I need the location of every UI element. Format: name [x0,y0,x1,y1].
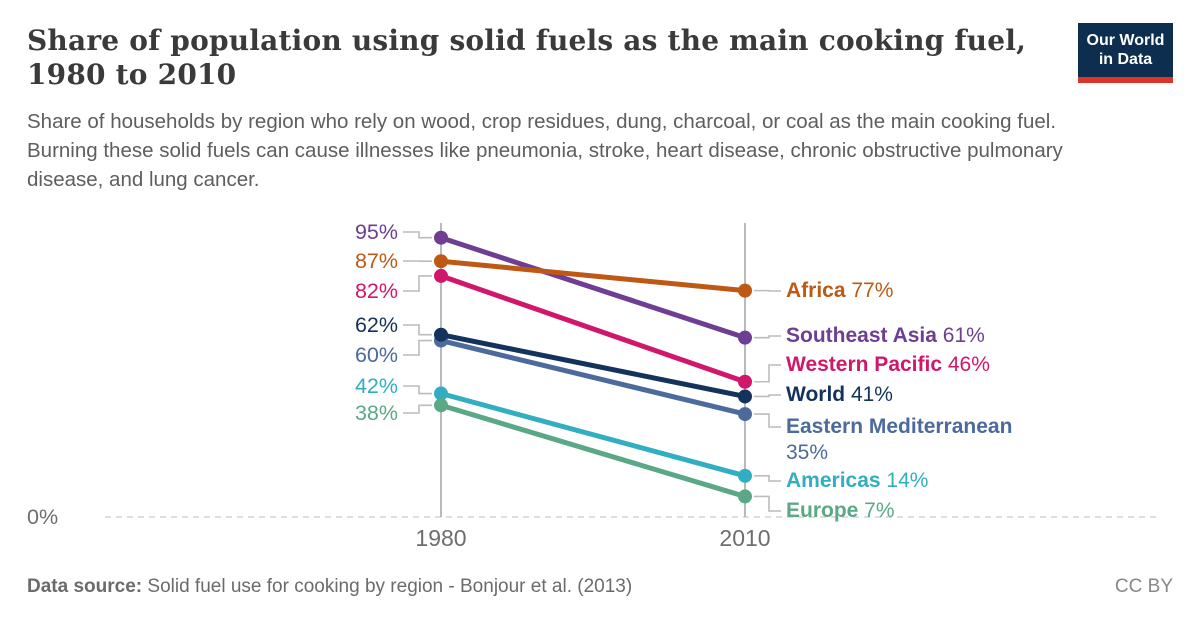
connector-end-western-pacific [754,364,781,383]
data-source-label: Data source: [27,576,143,597]
x-tick-1980: 1980 [415,525,467,551]
slope-chart: 87% Africa 77% 95% Southeast Asia 61% 82% Wes… [0,195,1200,570]
point-1980-europe [434,398,448,413]
chart-footer: Data source: Solid fuel use for cooking … [27,576,1173,598]
series-end-value-africa: 77% [845,279,894,302]
chart-subtitle: Share of households by region who rely o… [27,110,1063,191]
end-series-label-western-pacific: Western Pacific 46% [786,352,990,378]
start-value-label-americas: 42% [354,374,398,398]
connector-start-eastern-mediterranean [403,339,432,356]
series-name-southeast-asia: Southeast Asia [786,324,937,347]
slope-line-americas [438,391,748,479]
series-name-europe: Europe [786,499,859,522]
point-2010-europe [738,489,752,504]
series-end-value-eastern-mediterranean: 35% [786,441,829,464]
point-2010-africa [738,283,752,298]
slope-line-western-pacific [438,273,748,385]
page-title: Share of population using solid fuels as… [27,24,1027,91]
start-value-label-world: 62% [354,313,398,337]
start-value-label-eastern-mediterranean: 60% [354,343,398,367]
end-series-label-americas: Americas 14% [786,468,928,494]
series-end-value-americas: 14% [880,469,929,492]
slope-chart-canvas [105,223,1158,518]
connector-start-europe [403,404,432,414]
point-1980-southeast-asia [434,230,448,245]
series-name-eastern-mediterranean: Eastern Mediterranean [786,415,1013,438]
point-2010-world [738,389,752,404]
series-end-value-europe: 7% [858,499,895,522]
data-source-text: Solid fuel use for cooking by region - B… [147,576,633,597]
end-series-label-world: World 41% [786,382,893,408]
y-axis-zero-label: 0% [27,505,59,529]
slope-line-eastern-mediterranean [438,338,748,417]
owid-logo: Our World in Data [1078,23,1173,83]
connector-end-europe [754,495,781,512]
series-name-world: World [786,383,846,406]
end-series-label-eastern-mediterranean: Eastern Mediterranean 35% [786,414,1041,466]
series-name-africa: Africa [786,279,846,302]
point-1980-western-pacific [434,268,448,283]
x-tick-2010: 2010 [719,525,771,551]
series-end-value-western-pacific: 46% [942,353,990,376]
connector-start-world [403,324,432,336]
series-end-value-southeast-asia: 61% [936,324,985,347]
start-value-label-europe: 38% [354,401,398,425]
point-1980-americas [434,386,448,401]
series-name-western-pacific: Western Pacific [786,353,943,376]
point-2010-eastern-mediterranean [738,407,752,422]
license-badge[interactable]: CC BY [1114,576,1173,597]
connector-start-western-pacific [403,275,432,292]
start-value-label-western-pacific: 82% [354,279,398,303]
end-series-label-southeast-asia: Southeast Asia 61% [786,323,985,349]
connector-end-world [754,394,781,398]
owid-logo-line2: in Data [1098,51,1153,68]
point-2010-americas [738,468,752,483]
end-series-label-africa: Africa 77% [786,278,893,304]
slope-line-africa [438,258,748,294]
slope-line-europe [438,402,748,499]
point-1980-world [434,327,448,342]
connector-end-americas [754,475,781,482]
slope-line-southeast-asia [438,235,748,341]
series-end-value-world: 41% [845,383,893,406]
point-1980-africa [434,254,448,269]
connector-start-southeast-asia [403,231,432,239]
data-source-note: Data source: Solid fuel use for cooking … [27,576,632,598]
start-value-label-southeast-asia: 95% [354,220,398,244]
connector-start-americas [403,385,432,395]
point-2010-western-pacific [738,374,752,389]
start-value-label-africa: 87% [354,249,398,273]
slope-line-world [438,332,748,399]
connector-end-southeast-asia [754,335,781,339]
owid-logo-line1: Our World [1086,32,1165,49]
series-name-americas: Americas [786,469,881,492]
point-2010-southeast-asia [738,330,752,345]
connector-end-eastern-mediterranean [754,413,781,428]
end-series-label-europe: Europe 7% [786,498,895,524]
